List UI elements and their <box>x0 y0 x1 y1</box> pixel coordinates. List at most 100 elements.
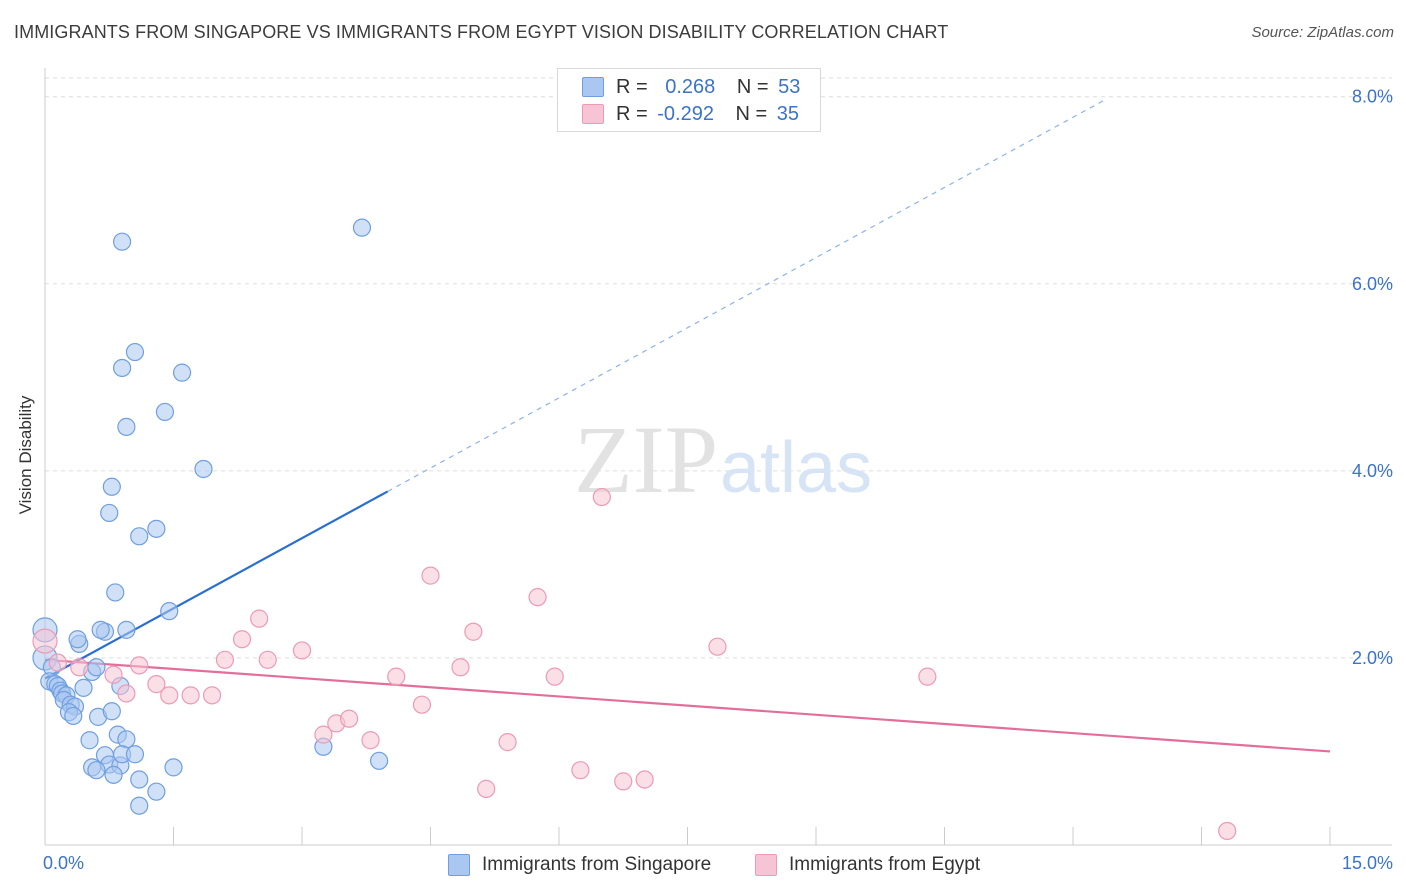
point-egypt <box>614 772 633 791</box>
point-singapore <box>160 602 179 621</box>
point-singapore <box>125 342 145 362</box>
point-singapore <box>104 765 123 784</box>
point-singapore <box>102 702 121 721</box>
legend-swatch-singapore <box>582 77 604 97</box>
point-singapore <box>130 527 149 546</box>
point-singapore <box>87 658 106 677</box>
point-egypt <box>412 695 432 714</box>
legend-n-singapore: 53 <box>778 75 801 98</box>
point-singapore <box>74 678 93 697</box>
point-egypt <box>292 641 312 660</box>
y-tick-label: 8.0% <box>1352 87 1393 107</box>
point-egypt <box>451 658 470 677</box>
y-tick-label: 6.0% <box>1352 274 1393 294</box>
point-singapore <box>100 503 119 523</box>
point-singapore <box>155 402 175 422</box>
tick-labels: 2.0% 4.0% 6.0% 8.0% 0.0% 15.0% <box>43 87 1393 873</box>
point-egypt <box>708 637 727 656</box>
legend-row-egypt: R = -0.292 N = 35 <box>558 101 820 127</box>
x-tick-label: 0.0% <box>43 853 84 873</box>
point-egypt <box>571 761 590 780</box>
point-egypt <box>117 684 136 703</box>
point-singapore <box>91 620 110 639</box>
point-singapore <box>352 218 372 237</box>
point-singapore <box>130 796 149 815</box>
legend-row-singapore: R = 0.268 N = 53 <box>558 74 820 100</box>
point-egypt <box>215 650 234 669</box>
point-egypt <box>147 675 166 694</box>
point-singapore <box>130 770 149 789</box>
y-axis-label: Vision Disability <box>16 395 35 515</box>
point-egypt <box>635 770 654 789</box>
point-egypt <box>421 566 440 585</box>
trendline-egypt <box>44 658 1331 753</box>
watermark-atlas: atlas <box>720 428 872 508</box>
point-singapore <box>117 730 136 749</box>
point-egypt <box>70 658 89 677</box>
point-egypt <box>528 588 547 607</box>
legend-r-label: R = <box>616 102 648 125</box>
bottom-legend-label-singapore: Immigrants from Singapore <box>482 854 712 875</box>
chart-title: IMMIGRANTS FROM SINGAPORE VS IMMIGRANTS … <box>14 22 949 42</box>
point-singapore <box>164 758 183 777</box>
point-egypt <box>258 650 277 669</box>
point-singapore <box>112 358 132 378</box>
point-singapore <box>147 519 166 538</box>
legend-text-singapore: R = 0.268 N = 53 <box>616 76 800 99</box>
points-egypt <box>32 487 1237 841</box>
point-egypt <box>387 667 406 686</box>
trendline-singapore-extrapolated <box>387 98 1108 492</box>
point-egypt <box>477 779 496 798</box>
point-singapore <box>125 745 145 764</box>
bottom-legend-swatch-singapore <box>448 854 470 876</box>
point-singapore <box>370 751 389 770</box>
correlation-legend: R = 0.268 N = 53 R = -0.292 N = 35 <box>557 68 821 132</box>
point-egypt <box>592 487 611 507</box>
point-singapore <box>117 417 136 436</box>
point-egypt <box>48 653 67 672</box>
point-singapore <box>64 706 83 726</box>
legend-r-egypt: -0.292 <box>657 102 714 125</box>
point-singapore <box>172 363 192 382</box>
source-label: Source: ZipAtlas.com <box>1251 24 1394 41</box>
point-egypt <box>340 709 359 728</box>
point-egypt <box>181 686 200 705</box>
point-singapore <box>147 782 166 801</box>
point-egypt <box>250 609 269 628</box>
point-egypt <box>104 665 123 684</box>
bottom-legend-swatch-egypt <box>755 854 777 876</box>
bottom-legend-egypt: Immigrants from Egypt <box>755 852 980 878</box>
legend-text-egypt: R = -0.292 N = 35 <box>616 103 799 126</box>
x-tick-label: 15.0% <box>1342 853 1393 873</box>
y-tick-label: 4.0% <box>1352 461 1393 481</box>
point-egypt <box>160 686 179 705</box>
point-egypt <box>202 686 222 705</box>
point-singapore <box>112 232 132 251</box>
points-singapore <box>32 218 389 815</box>
point-egypt <box>32 628 58 654</box>
point-egypt <box>1218 821 1237 841</box>
point-singapore <box>102 477 121 496</box>
point-singapore <box>80 731 99 750</box>
watermark: ZIP atlas <box>574 406 872 513</box>
point-egypt <box>918 667 937 686</box>
legend-swatch-egypt <box>582 104 604 124</box>
point-egypt <box>130 656 149 675</box>
point-singapore <box>87 761 106 780</box>
axis-layer <box>44 68 1392 846</box>
trend-layer <box>44 98 1331 753</box>
point-egypt <box>232 630 252 649</box>
point-egypt <box>545 667 564 686</box>
point-egypt <box>464 622 483 641</box>
legend-n-egypt: 35 <box>776 102 800 125</box>
point-egypt <box>361 731 380 750</box>
legend-r-singapore: 0.268 <box>665 75 716 98</box>
grid-layer <box>45 77 1392 659</box>
bottom-legend-label-egypt: Immigrants from Egypt <box>789 854 981 875</box>
trendline-singapore <box>44 490 389 680</box>
y-tick-label: 2.0% <box>1352 648 1393 668</box>
point-egypt <box>314 725 333 744</box>
legend-r-label: R = <box>616 75 648 98</box>
legend-n-label: N = <box>735 102 768 125</box>
